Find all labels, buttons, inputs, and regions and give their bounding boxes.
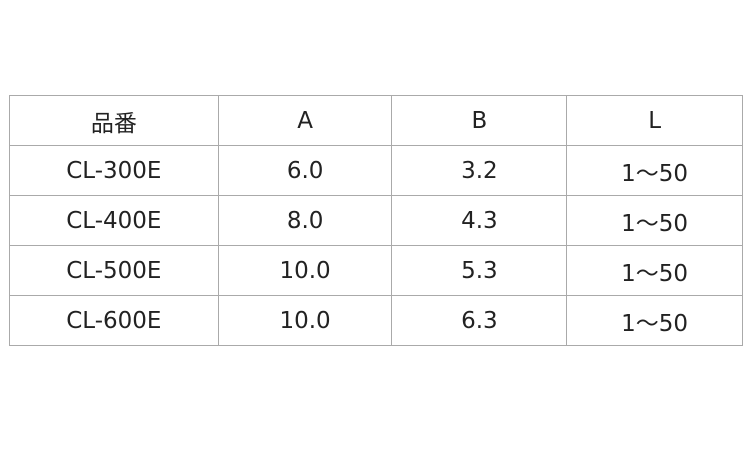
cell-l: 1〜50 <box>566 295 743 346</box>
table-row: CL-500E 10.0 5.3 1〜50 <box>9 245 743 296</box>
cell-b: 6.3 <box>391 295 568 346</box>
table-row: CL-300E 6.0 3.2 1〜50 <box>9 145 743 196</box>
cell-part-number: CL-500E <box>9 245 219 296</box>
cell-a: 6.0 <box>217 145 393 196</box>
cell-a: 10.0 <box>217 245 393 296</box>
header-a: A <box>217 95 393 146</box>
header-l: L <box>566 95 743 146</box>
cell-l: 1〜50 <box>566 245 743 296</box>
cell-b: 3.2 <box>391 145 568 196</box>
cell-b: 5.3 <box>391 245 568 296</box>
header-row: 品番 A B L <box>9 95 743 146</box>
table-row: CL-400E 8.0 4.3 1〜50 <box>9 195 743 246</box>
cell-part-number: CL-400E <box>9 195 219 246</box>
cell-l: 1〜50 <box>566 145 743 196</box>
cell-a: 10.0 <box>217 295 393 346</box>
cell-a: 8.0 <box>217 195 393 246</box>
cell-b: 4.3 <box>391 195 568 246</box>
header-b: B <box>391 95 568 146</box>
cell-part-number: CL-300E <box>9 145 219 196</box>
spec-table: 品番 A B L CL-300E 6.0 3.2 1〜50 CL-400E 8.… <box>9 95 743 346</box>
cell-part-number: CL-600E <box>9 295 219 346</box>
table-row: CL-600E 10.0 6.3 1〜50 <box>9 295 743 346</box>
header-part-number: 品番 <box>9 95 219 146</box>
cell-l: 1〜50 <box>566 195 743 246</box>
